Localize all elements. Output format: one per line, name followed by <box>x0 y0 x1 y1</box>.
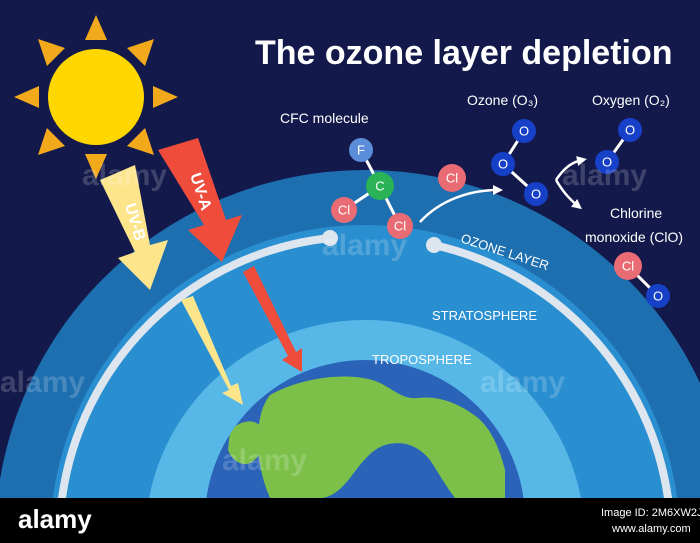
sun-ray <box>127 39 154 66</box>
troposphere-label: TROPOSPHERE <box>372 352 472 367</box>
uvb-thin-arrow <box>181 296 243 405</box>
chlorine-atom <box>331 197 357 223</box>
ozone-band-right <box>430 241 672 498</box>
chlorine-atom <box>614 252 642 280</box>
watermark: alamy <box>322 229 407 262</box>
fluorine-atom <box>349 138 373 162</box>
footer-logo: alamy <box>18 504 92 534</box>
oxygen-atom-label: O <box>531 187 541 202</box>
watermark: alamy <box>0 366 85 399</box>
oxygen-molecule: O O <box>595 118 642 174</box>
stratosphere-label: STRATOSPHERE <box>432 308 537 323</box>
sun-ray <box>38 128 65 155</box>
sun-ray <box>85 15 107 40</box>
oxygen-atom <box>595 150 619 174</box>
chlorine-atom <box>387 213 413 239</box>
footer-image-id: Image ID: 2M6XW2J <box>601 507 700 519</box>
oxygen-atom-label: O <box>625 123 635 138</box>
watermark: alamy <box>222 444 307 477</box>
oxygen-atom-label: O <box>602 155 612 170</box>
uva-thin-arrow <box>243 266 302 372</box>
ozone-band-end-right <box>426 237 442 253</box>
free-chlorine-atom <box>438 164 466 192</box>
cfc-molecule-label: CFC molecule <box>280 110 369 126</box>
sun-ray <box>153 86 178 108</box>
split-arrow-down-icon <box>554 179 582 210</box>
watermark: alamy <box>82 159 167 192</box>
oxygen-atom <box>491 152 515 176</box>
watermark: alamy <box>562 159 647 192</box>
page-title: The ozone layer depletion <box>255 34 673 72</box>
chlorine-atom-label: Cl <box>338 203 350 218</box>
ozone-band-left <box>58 234 334 498</box>
sun <box>14 15 178 179</box>
ozone-label: Ozone (O₃) <box>467 92 538 108</box>
earth <box>206 360 524 498</box>
chlorine-atom-label: Cl <box>622 259 634 274</box>
earth-land <box>228 376 505 498</box>
oxygen-atom <box>524 182 548 206</box>
chlorine-atom-label: Cl <box>394 219 406 234</box>
chlorine-monoxide-label-line2: monoxide (ClO) <box>585 229 683 245</box>
oxygen-atom <box>618 118 642 142</box>
free-chlorine-atom-label: Cl <box>446 171 458 186</box>
watermarks: alamy alamy alamy alamy alamy alamy <box>0 159 647 477</box>
carbon-atom <box>366 172 394 200</box>
sun-ray <box>14 86 39 108</box>
sun-ray <box>85 154 107 179</box>
oxygen-atom-label: O <box>498 157 508 172</box>
oxygen-atom-label: O <box>519 124 529 139</box>
sun-disc <box>48 49 144 145</box>
oxygen-atom <box>646 284 670 308</box>
reaction-arrow-icon <box>419 185 503 223</box>
footer-url: www.alamy.com <box>611 523 691 535</box>
watermark: alamy <box>480 366 565 399</box>
split-arrow-up-icon <box>554 156 587 181</box>
chlorine-monoxide-label-line1: Chlorine <box>610 205 662 221</box>
ozone-molecule: O O O <box>491 119 548 206</box>
sun-ray <box>38 39 65 66</box>
ozone-band-end-left <box>322 230 338 246</box>
oxygen-label: Oxygen (O₂) <box>592 92 670 108</box>
sun-ray <box>127 128 154 155</box>
carbon-atom-label: C <box>375 179 384 194</box>
chlorine-monoxide-molecule: Cl O <box>614 252 670 308</box>
cfc-molecule: F C Cl Cl <box>331 138 413 239</box>
oxygen-atom <box>512 119 536 143</box>
footer-bar <box>0 498 700 543</box>
fluorine-atom-label: F <box>357 143 365 158</box>
oxygen-atom-label: O <box>653 289 663 304</box>
